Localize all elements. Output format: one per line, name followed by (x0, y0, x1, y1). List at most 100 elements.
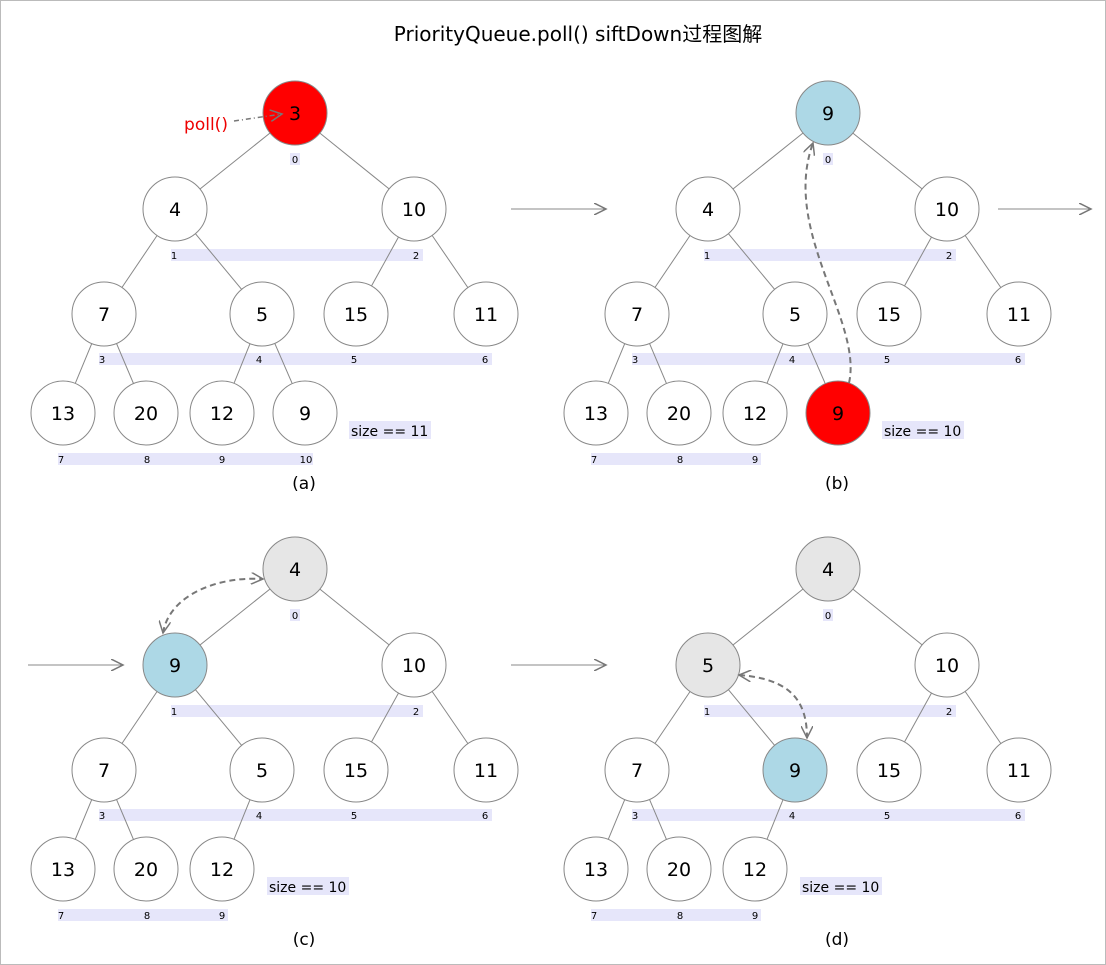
size-label: size == 11 (351, 424, 428, 440)
node-circle (604, 737, 670, 803)
index-band-level-2 (99, 353, 492, 365)
node-value: 4 (169, 199, 181, 221)
heap-node: 10 (914, 632, 980, 698)
index-band-level-0 (290, 153, 300, 165)
index-band-level-3 (58, 909, 228, 921)
diagram-title: PriorityQueue.poll() siftDown过程图解 (394, 22, 762, 46)
node-value: 9 (169, 655, 181, 677)
tree-edge (195, 233, 242, 290)
tree-edge (195, 689, 242, 746)
node-value: 12 (743, 859, 767, 881)
heap-node: 9 (142, 632, 208, 698)
node-circle (189, 836, 255, 902)
poll-arrow (233, 114, 282, 122)
node-circle (229, 737, 295, 803)
node-index: 8 (677, 911, 683, 922)
tree-edge (607, 343, 626, 384)
node-value: 10 (402, 655, 426, 677)
node-index: 6 (1015, 811, 1021, 822)
node-index: 3 (99, 811, 105, 822)
node-value: 9 (299, 403, 311, 425)
tree-edge (807, 343, 826, 384)
tree-edge (732, 588, 804, 646)
node-index: 3 (632, 811, 638, 822)
node-circle (762, 281, 828, 347)
tree-edge (732, 132, 804, 190)
node-circle (142, 176, 208, 242)
tree-edge (233, 343, 251, 384)
tree-edge (274, 343, 293, 384)
tree-edge (728, 689, 775, 746)
tree-edge (121, 235, 158, 288)
tree-edge (121, 691, 158, 744)
node-index: 5 (351, 355, 357, 366)
node-circle (986, 737, 1052, 803)
node-circle (646, 836, 712, 902)
heap-node: 11 (453, 737, 519, 803)
heap-node: 15 (323, 281, 389, 347)
tree-edge (964, 691, 1002, 744)
size-label: size == 10 (884, 424, 961, 440)
node-value: 15 (344, 304, 368, 326)
tree-edge (74, 799, 93, 840)
node-value: 9 (789, 760, 801, 782)
node-index: 2 (413, 707, 419, 718)
size-bg (349, 421, 431, 439)
node-circle (262, 80, 328, 146)
node-value: 10 (402, 199, 426, 221)
node-index: 2 (946, 251, 952, 262)
heap-node: 3 (262, 80, 328, 146)
node-index: 0 (292, 155, 298, 166)
node-value: 12 (210, 859, 234, 881)
tree-edge (431, 691, 469, 744)
node-value: 15 (877, 304, 901, 326)
node-index: 5 (351, 811, 357, 822)
node-circle (604, 281, 670, 347)
swap-arrow-d (739, 675, 807, 738)
node-circle (914, 632, 980, 698)
size-label: size == 10 (802, 880, 879, 896)
tree-edge (852, 132, 923, 190)
node-value: 10 (935, 655, 959, 677)
heap-node: 9 (272, 380, 338, 446)
size-bg (882, 421, 964, 439)
node-index: 9 (752, 911, 758, 922)
node-value: 5 (256, 304, 268, 326)
node-value: 10 (935, 199, 959, 221)
node-value: 13 (51, 859, 75, 881)
node-index: 7 (58, 911, 64, 922)
heap-node: 20 (113, 836, 179, 902)
tree-edge (233, 799, 251, 840)
node-circle (795, 80, 861, 146)
tree-edge (319, 132, 390, 190)
node-index: 3 (632, 355, 638, 366)
node-index: 0 (825, 611, 831, 622)
heap-node: 12 (189, 836, 255, 902)
tree-edge (319, 588, 390, 646)
node-circle (71, 737, 137, 803)
node-value: 9 (832, 403, 844, 425)
tree-edge (371, 236, 399, 287)
heap-node: 4 (675, 176, 741, 242)
index-band-level-3 (58, 453, 313, 465)
heap-node: 12 (189, 380, 255, 446)
node-index: 6 (1015, 355, 1021, 366)
node-circle (381, 632, 447, 698)
node-value: 12 (743, 403, 767, 425)
node-circle (381, 176, 447, 242)
tree-edge (728, 233, 775, 290)
index-band-level-0 (823, 153, 833, 165)
index-band-level-1 (704, 249, 956, 261)
node-value: 15 (877, 760, 901, 782)
node-circle (262, 536, 328, 602)
node-value: 11 (474, 304, 498, 326)
node-value: 7 (631, 760, 643, 782)
node-circle (323, 281, 389, 347)
node-value: 13 (51, 403, 75, 425)
heap-node: 4 (262, 536, 328, 602)
node-value: 20 (667, 403, 691, 425)
node-value: 12 (210, 403, 234, 425)
node-index: 1 (704, 707, 710, 718)
